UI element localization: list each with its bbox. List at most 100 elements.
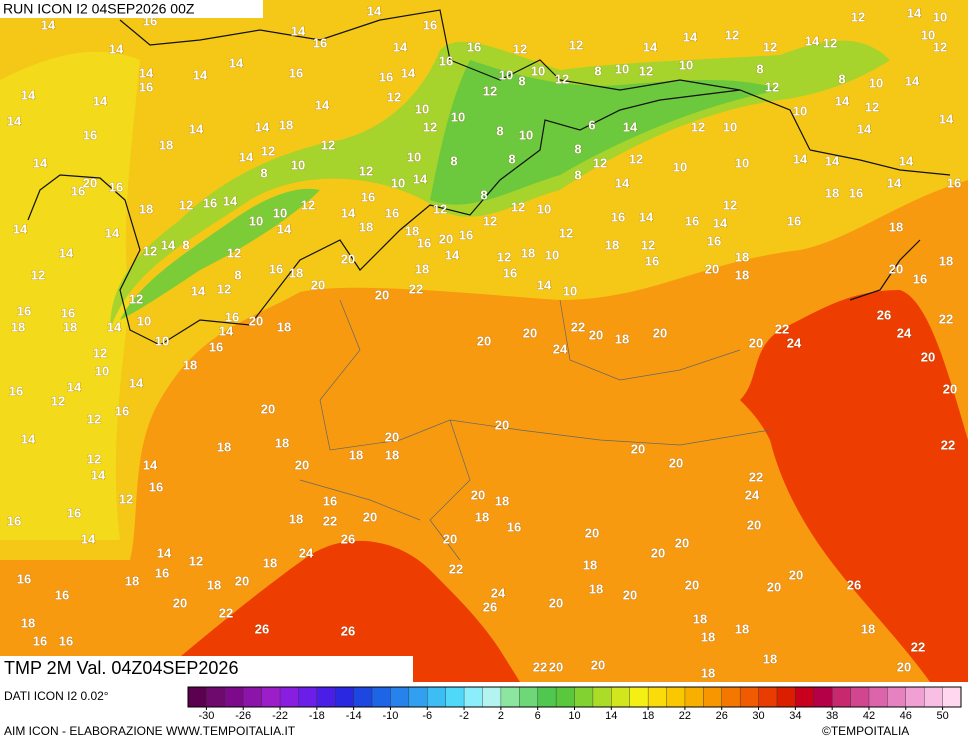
temperature-label: 26 bbox=[341, 623, 355, 638]
colorbar-swatch bbox=[279, 686, 299, 708]
colorbar-tick-label: 18 bbox=[642, 710, 654, 722]
temperature-label: 16 bbox=[849, 185, 863, 200]
temperature-label: 12 bbox=[933, 39, 947, 54]
temperature-label: 16 bbox=[61, 305, 75, 320]
temperature-label: 18 bbox=[63, 319, 77, 334]
temperature-label: 16 bbox=[507, 519, 521, 534]
colorbar-swatch bbox=[335, 686, 355, 708]
temperature-label: 16 bbox=[17, 303, 31, 318]
temperature-label: 20 bbox=[789, 567, 803, 582]
title-box bbox=[0, 0, 263, 18]
temperature-label: 20 bbox=[651, 545, 665, 560]
temperature-label: 12 bbox=[851, 9, 865, 24]
temperature-label: 14 bbox=[93, 93, 108, 108]
temperature-label: 14 bbox=[107, 319, 122, 334]
temperature-label: 12 bbox=[483, 213, 497, 228]
temperature-label: 14 bbox=[193, 67, 208, 82]
temperature-label: 26 bbox=[483, 599, 497, 614]
temperature-label: 16 bbox=[17, 571, 31, 586]
temperature-label: 14 bbox=[129, 375, 144, 390]
temperature-label: 14 bbox=[105, 225, 120, 240]
temperature-label: 18 bbox=[735, 267, 749, 282]
colorbar-tick-label: 34 bbox=[789, 710, 801, 722]
temperature-label: 20 bbox=[585, 525, 599, 540]
temperature-label: 14 bbox=[229, 55, 244, 70]
temperature-label: 12 bbox=[569, 37, 583, 52]
temperature-label: 20 bbox=[589, 327, 603, 342]
temperature-label: 16 bbox=[439, 53, 453, 68]
temperature-label: 8 bbox=[480, 187, 487, 202]
temperature-label: 20 bbox=[685, 577, 699, 592]
temperature-label: 14 bbox=[219, 323, 234, 338]
colorbar-swatch bbox=[316, 686, 336, 708]
temperature-label: 20 bbox=[653, 325, 667, 340]
temperature-label: 18 bbox=[763, 651, 777, 666]
temperature-label: 12 bbox=[179, 197, 193, 212]
temperature-label: 16 bbox=[913, 271, 927, 286]
temperature-label: 20 bbox=[477, 333, 491, 348]
temperature-label: 16 bbox=[209, 339, 223, 354]
colorbar-tick-label: 26 bbox=[716, 710, 728, 722]
temperature-label: 12 bbox=[559, 225, 573, 240]
temperature-label: 10 bbox=[95, 363, 109, 378]
temperature-label: 10 bbox=[155, 333, 169, 348]
colorbar-tick-label: 42 bbox=[863, 710, 875, 722]
alps-west-green bbox=[120, 188, 320, 320]
temperature-label: 18 bbox=[385, 447, 399, 462]
colorbar-swatch bbox=[684, 686, 704, 708]
temperature-label: 16 bbox=[645, 253, 659, 268]
colorbar-swatch bbox=[298, 686, 318, 708]
colorbar-swatch bbox=[905, 686, 925, 708]
colorbar-swatch bbox=[574, 686, 594, 708]
temperature-label: 10 bbox=[723, 119, 737, 134]
colorbar-swatch bbox=[500, 686, 520, 708]
temperature-label: 14 bbox=[401, 65, 416, 80]
region-line bbox=[299, 299, 771, 561]
temperature-label: 12 bbox=[725, 27, 739, 42]
west-yellow bbox=[0, 51, 140, 540]
temperature-label: 18 bbox=[861, 621, 875, 636]
temperature-label: 14 bbox=[643, 39, 658, 54]
temperature-label: 20 bbox=[439, 231, 453, 246]
temperature-label: 20 bbox=[249, 313, 263, 328]
temperature-label: 18 bbox=[359, 219, 373, 234]
colorbar-swatch bbox=[611, 686, 631, 708]
temperature-label: 18 bbox=[415, 261, 429, 276]
temperature-label: 22 bbox=[449, 561, 463, 576]
temperature-label: 20 bbox=[897, 659, 911, 674]
colorbar-tick-label: 6 bbox=[535, 710, 541, 722]
temperature-label: 12 bbox=[31, 267, 45, 282]
temperature-label: 22 bbox=[775, 321, 789, 336]
colorbar-swatch bbox=[224, 686, 244, 708]
temperature-label: 20 bbox=[921, 349, 935, 364]
ligurian-sea bbox=[150, 540, 520, 682]
temperature-label: 14 bbox=[393, 39, 408, 54]
colorbar-tick-label: 2 bbox=[498, 710, 504, 722]
temperature-label: 8 bbox=[594, 63, 601, 78]
colorbar-tick-label: 14 bbox=[605, 710, 617, 722]
temperature-label: 24 bbox=[745, 487, 760, 502]
temperature-label: 22 bbox=[323, 513, 337, 528]
temperature-label: 20 bbox=[235, 573, 249, 588]
temperature-label: 18 bbox=[207, 577, 221, 592]
temperature-label: 12 bbox=[321, 137, 335, 152]
colorbar-swatch bbox=[868, 686, 888, 708]
temperature-label: 14 bbox=[291, 23, 306, 38]
temperature-label: 14 bbox=[109, 41, 124, 56]
temperature-label: 26 bbox=[877, 307, 891, 322]
colorbar-tick-label: -10 bbox=[382, 710, 398, 722]
temperature-label: 16 bbox=[417, 235, 431, 250]
temperature-label: 20 bbox=[749, 335, 763, 350]
colorbar-swatch bbox=[371, 686, 391, 708]
temperature-label: 12 bbox=[763, 39, 777, 54]
border-line bbox=[27, 89, 811, 346]
temperature-label: 10 bbox=[407, 149, 421, 164]
temperature-label: 14 bbox=[683, 29, 698, 44]
temperature-label: 22 bbox=[939, 311, 953, 326]
temperature-label: 24 bbox=[897, 325, 912, 340]
colorbar-tick-label: -22 bbox=[272, 710, 288, 722]
temperature-label: 12 bbox=[433, 201, 447, 216]
temperature-label: 10 bbox=[869, 75, 883, 90]
temperature-label: 16 bbox=[361, 189, 375, 204]
